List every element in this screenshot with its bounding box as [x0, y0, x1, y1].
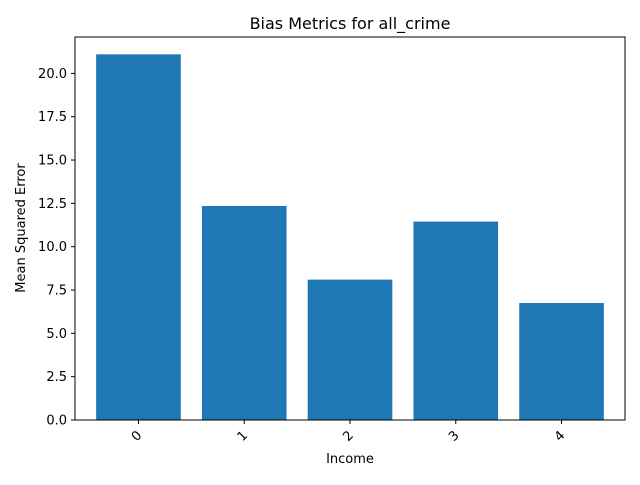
- bars-group: [96, 54, 604, 420]
- y-tick-label: 5.0: [46, 327, 67, 342]
- bar-0: [96, 54, 181, 420]
- bar-1: [201, 205, 287, 420]
- y-tick-label: 17.5: [38, 110, 67, 125]
- x-axis-label: Income: [326, 452, 374, 467]
- y-tick-label: 10.0: [38, 240, 67, 255]
- y-tick-label: 2.5: [46, 370, 67, 385]
- y-axis-label: Mean Squared Error: [14, 163, 29, 293]
- bar-2: [307, 279, 393, 420]
- bar-4: [519, 303, 604, 420]
- bar-3: [413, 221, 499, 420]
- chart-title: Bias Metrics for all_crime: [250, 14, 451, 34]
- y-tick-label: 7.5: [46, 284, 67, 299]
- y-axis-ticks: 0.0 2.5 5.0 7.5 10.0 12.5 15.0 17.5 20.0: [38, 67, 75, 429]
- y-tick-label: 20.0: [38, 67, 67, 82]
- y-tick-label: 0.0: [46, 414, 67, 429]
- y-tick-label: 12.5: [38, 197, 67, 212]
- y-tick-label: 15.0: [38, 154, 67, 169]
- plot-frame: [74, 36, 626, 421]
